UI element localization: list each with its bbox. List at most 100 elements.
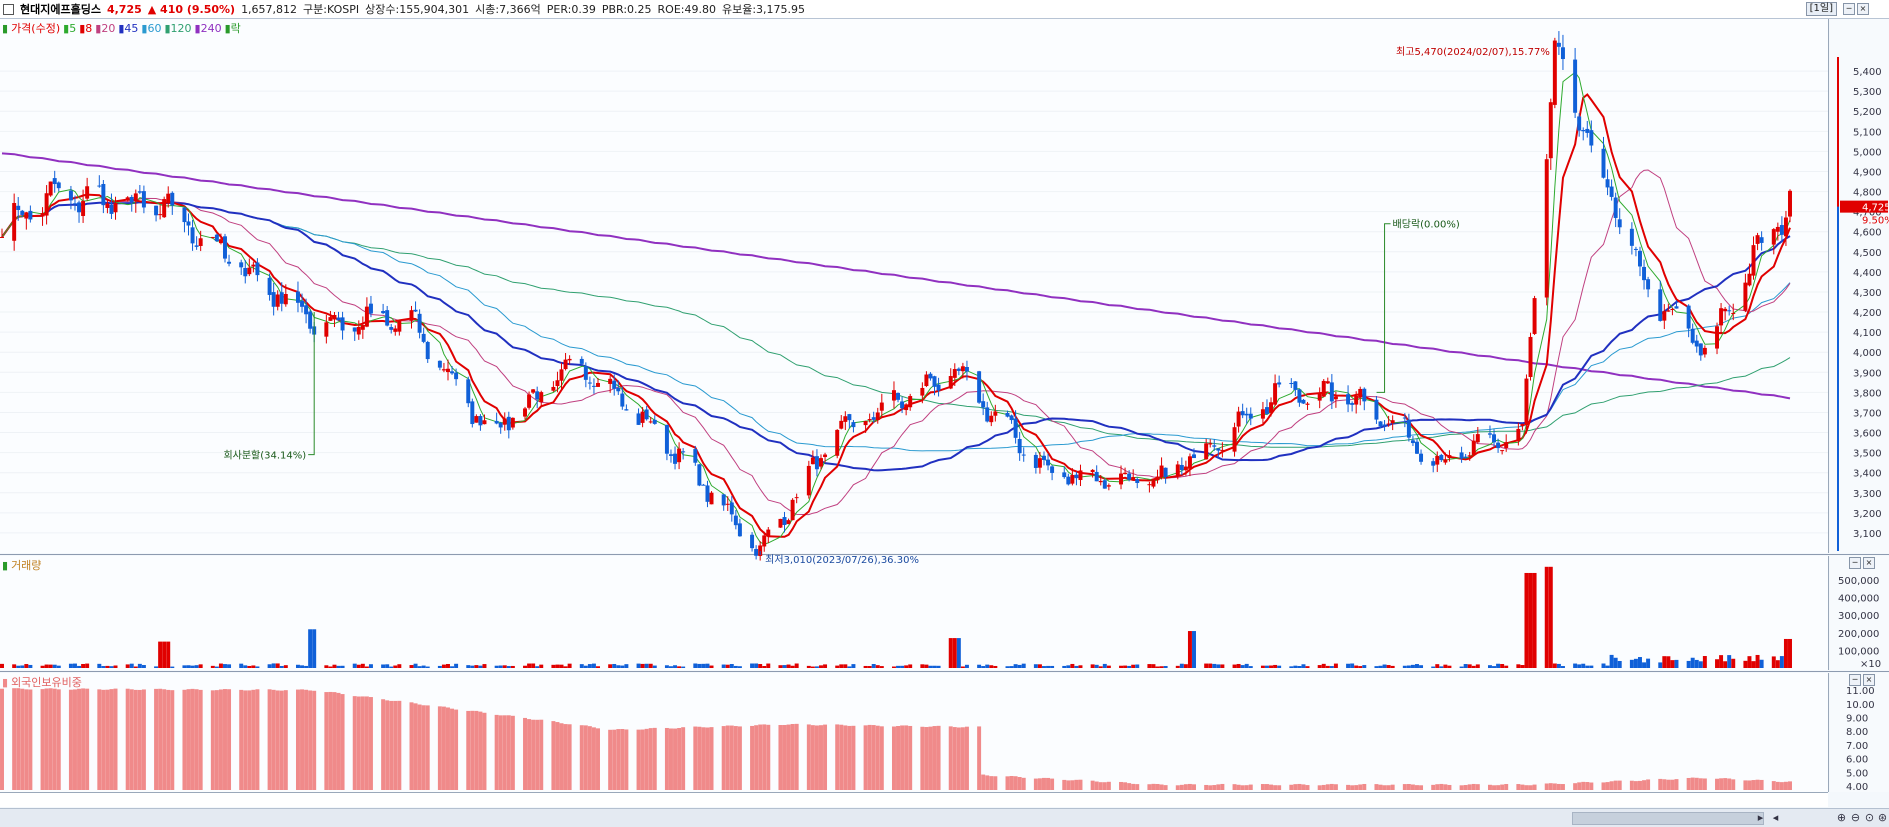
foreign-close-icon[interactable]: × bbox=[1863, 674, 1875, 686]
volume-bar bbox=[1638, 657, 1642, 668]
stock-name[interactable]: 현대지에프홀딩스 bbox=[20, 3, 101, 16]
panel-checkbox[interactable] bbox=[3, 3, 14, 15]
volume-minimize-icon[interactable]: ─ bbox=[1849, 557, 1861, 569]
volume-bar bbox=[1102, 663, 1107, 668]
zoom-reset-icon[interactable]: ⊙ bbox=[1864, 811, 1875, 824]
candle-body bbox=[1248, 413, 1253, 419]
panel-divider[interactable] bbox=[0, 671, 1889, 672]
foreign-bar bbox=[158, 688, 163, 790]
volume-bar bbox=[482, 664, 487, 668]
candle-body bbox=[77, 202, 82, 213]
foreign-bar bbox=[1382, 785, 1387, 790]
volume-bar bbox=[1212, 663, 1217, 668]
volume-bar bbox=[40, 665, 45, 668]
candle-body bbox=[210, 236, 215, 238]
candle-body bbox=[1715, 326, 1720, 349]
foreign-bar bbox=[101, 689, 106, 790]
foreign-bar bbox=[1532, 784, 1537, 790]
panel-divider[interactable] bbox=[0, 554, 1889, 555]
foreign-bar bbox=[1751, 780, 1756, 790]
volume-bar bbox=[356, 664, 361, 668]
foreign-bar bbox=[308, 690, 313, 790]
volume-bar bbox=[1325, 665, 1330, 668]
candle-body bbox=[587, 382, 592, 384]
volume-bar bbox=[1277, 665, 1282, 668]
volume-bar bbox=[1179, 663, 1184, 668]
volume-bar bbox=[1033, 664, 1038, 668]
minimize-icon[interactable]: ─ bbox=[1843, 3, 1855, 15]
foreign-bar bbox=[105, 689, 110, 790]
price-axis[interactable] bbox=[1830, 19, 1889, 553]
volume-bar bbox=[1329, 666, 1334, 668]
candle-body bbox=[1269, 402, 1274, 413]
candle-body bbox=[762, 535, 767, 547]
foreign-axis[interactable] bbox=[1830, 673, 1889, 792]
candle-body bbox=[1062, 472, 1067, 478]
volume-bar bbox=[243, 665, 248, 668]
foreign-bar bbox=[251, 689, 256, 790]
price-tick-label: 3,100 bbox=[1853, 529, 1882, 540]
foreign-bar bbox=[417, 704, 422, 790]
foreign-bar bbox=[1743, 780, 1748, 790]
volume-bar bbox=[223, 664, 227, 668]
volume-bar bbox=[1419, 665, 1424, 668]
volume-bar bbox=[137, 663, 142, 668]
foreign-bar bbox=[640, 729, 645, 790]
foreign-bar bbox=[1269, 784, 1274, 790]
foreign-bar bbox=[397, 700, 402, 790]
candle-body bbox=[1374, 399, 1379, 420]
volume-bar bbox=[583, 665, 588, 668]
candle-body bbox=[413, 309, 418, 312]
zoom-fit-icon[interactable]: ⊛ bbox=[1877, 811, 1888, 824]
scroll-left-icon[interactable]: ◂ bbox=[1772, 811, 1779, 824]
candle-body bbox=[1240, 411, 1245, 416]
volume-legend: ▮ 거래량 bbox=[2, 559, 42, 572]
candle-body bbox=[1686, 305, 1691, 329]
volume-bar bbox=[1674, 659, 1679, 668]
volume-bar bbox=[1264, 665, 1269, 668]
foreign-bar bbox=[1127, 783, 1132, 790]
foreign-bar bbox=[450, 708, 455, 790]
foreign-bar bbox=[227, 689, 232, 790]
ma8-line bbox=[1, 93, 1791, 538]
volume-bar bbox=[729, 664, 734, 668]
volume-bar bbox=[1771, 656, 1776, 668]
price-panel[interactable] bbox=[0, 19, 1829, 553]
foreign-bar bbox=[559, 723, 564, 790]
period-button[interactable]: [1일] bbox=[1805, 2, 1837, 16]
volume-close-icon[interactable]: × bbox=[1863, 557, 1875, 569]
candle-body bbox=[141, 191, 146, 208]
volume-bar bbox=[555, 664, 560, 668]
foreign-bar bbox=[162, 689, 167, 790]
scroll-right-icon[interactable]: ▸ bbox=[1757, 811, 1764, 824]
volume-bar bbox=[1269, 665, 1274, 668]
foreign-bar bbox=[648, 728, 653, 790]
foreign-bar bbox=[1487, 784, 1492, 790]
foreign-bar bbox=[762, 724, 767, 790]
price-change: ▲ 410 (9.50%) bbox=[147, 2, 236, 16]
candle-body bbox=[300, 300, 305, 307]
candle-body bbox=[275, 294, 280, 307]
price-tick-label: 5,300 bbox=[1853, 87, 1882, 98]
close-icon[interactable]: × bbox=[1857, 3, 1869, 15]
candle-body bbox=[1123, 472, 1128, 475]
candle-body bbox=[1666, 310, 1671, 312]
foreign-bar bbox=[920, 726, 925, 790]
volume-bar bbox=[1382, 664, 1387, 668]
zoom-out-icon[interactable]: ⊖ bbox=[1850, 811, 1861, 824]
volume-bar bbox=[1220, 664, 1225, 668]
candle-body bbox=[1487, 433, 1492, 435]
zoom-in-icon[interactable]: ⊕ bbox=[1836, 811, 1847, 824]
volume-panel[interactable] bbox=[0, 556, 1829, 670]
candle-body bbox=[332, 315, 337, 320]
scroll-thumb[interactable] bbox=[1572, 812, 1764, 825]
foreign-bar bbox=[1642, 780, 1647, 790]
candle-body bbox=[673, 453, 678, 464]
foreign-bar bbox=[1528, 785, 1533, 790]
volume-bar bbox=[332, 664, 337, 668]
scrollbar[interactable]: ▸ ◂ ⊕ ⊖ ⊙ ⊛ bbox=[0, 808, 1889, 827]
volume-bar bbox=[1719, 655, 1724, 668]
volume-bar bbox=[1062, 665, 1067, 668]
foreign-minimize-icon[interactable]: ─ bbox=[1849, 674, 1861, 686]
volume-axis[interactable] bbox=[1830, 556, 1889, 670]
